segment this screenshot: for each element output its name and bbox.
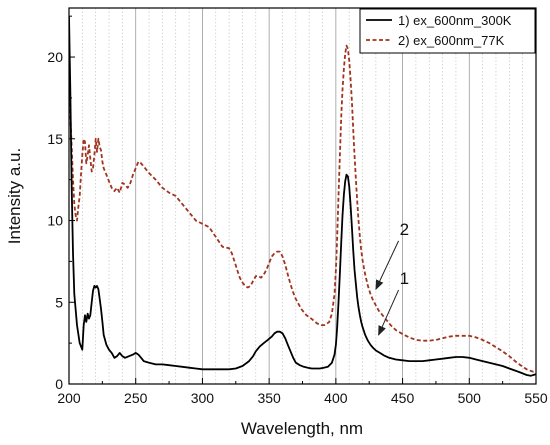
x-tick-label: 500 <box>458 390 482 406</box>
grid <box>82 8 523 384</box>
legend-label-2: 2) ex_600nm_77K <box>398 33 505 48</box>
series-layer <box>69 16 536 377</box>
x-tick-label: 200 <box>57 390 81 406</box>
annotation-label-1: 2 <box>400 220 409 239</box>
series-line-1 <box>69 16 536 377</box>
annotation-arrow-2 <box>378 289 400 336</box>
legend-label-1: 1) ex_600nm_300K <box>398 13 512 28</box>
x-tick-label: 550 <box>524 390 548 406</box>
legend-box <box>359 8 536 54</box>
x-tick-label: 400 <box>324 390 348 406</box>
legend: 1) ex_600nm_300K 2) ex_600nm_77K <box>359 8 536 54</box>
annotations: 21 <box>375 220 409 336</box>
y-tick-label: 5 <box>55 294 63 310</box>
x-axis-title: Wavelength, nm <box>241 419 363 438</box>
series-line-2 <box>69 44 536 373</box>
x-tick-label: 300 <box>191 390 215 406</box>
plot-area <box>69 8 536 384</box>
axes: 200 250 300 350 400 450 500 550 0 5 10 15 20 <box>47 15 548 406</box>
annotation-label-2: 1 <box>400 269 409 288</box>
x-tick-label: 450 <box>391 390 415 406</box>
annotation-arrow-1 <box>375 240 400 291</box>
y-tick-label: 20 <box>47 49 63 65</box>
y-tick-label: 10 <box>47 213 63 229</box>
y-tick-label: 0 <box>55 376 63 392</box>
x-tick-label: 250 <box>124 390 148 406</box>
x-tick-label: 350 <box>257 390 281 406</box>
y-axis-title: Intensity a.u. <box>5 148 24 244</box>
y-tick-label: 15 <box>47 131 63 147</box>
